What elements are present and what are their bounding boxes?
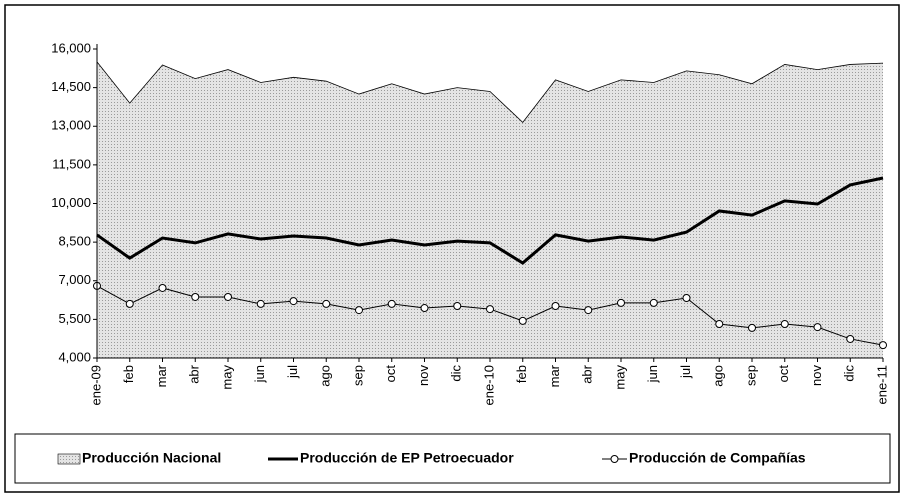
legend-swatch	[57, 453, 81, 465]
marker	[387, 299, 396, 308]
marker	[125, 299, 134, 308]
x-tick-label: sep	[350, 365, 365, 386]
x-tick-label: abr	[187, 364, 202, 383]
x-tick-label: ago	[318, 365, 333, 387]
legend-label: Producción Nacional	[82, 450, 221, 466]
marker	[420, 304, 429, 313]
x-tick-label: nov	[416, 365, 431, 386]
marker	[649, 298, 658, 307]
marker	[322, 299, 331, 308]
legend-label: Producción de Compañías	[629, 450, 806, 466]
marker	[780, 320, 789, 329]
marker	[158, 283, 167, 292]
x-tick-label: jun	[252, 365, 267, 383]
line	[96, 176, 884, 265]
legend-marker	[610, 455, 619, 463]
x-tick-label: ene-11	[874, 365, 889, 405]
x-tick-label: nov	[809, 365, 824, 386]
legend-box	[14, 433, 891, 484]
marker	[256, 299, 265, 308]
x-tick-label: feb	[514, 365, 529, 383]
marker	[715, 320, 724, 329]
x-tick-label: mar	[547, 364, 562, 387]
x-tick-label: oct	[383, 365, 398, 383]
legend-label: Producción de EP Petroecuador	[300, 450, 514, 466]
x-tick-label: sep	[743, 365, 758, 386]
marker	[551, 301, 560, 310]
marker	[682, 294, 691, 303]
area	[97, 61, 883, 358]
x-tick-label: abr	[580, 364, 595, 383]
y-tick-label: 16,000	[51, 40, 91, 55]
y-tick-label: 8,500	[58, 234, 91, 249]
x-tick-label: feb	[121, 365, 136, 383]
y-tick-label: 7,000	[58, 272, 91, 287]
marker	[748, 323, 756, 332]
marker	[191, 292, 200, 301]
y-tick-label: 10,000	[51, 195, 91, 210]
marker	[518, 316, 527, 325]
y-tick-label: 13,000	[51, 118, 91, 133]
marker	[224, 292, 232, 301]
x-tick-label: dic	[842, 365, 857, 382]
y-tick-label: 14,500	[51, 79, 91, 94]
marker	[584, 306, 593, 315]
x-tick-label: ene-10	[481, 365, 496, 405]
marker	[846, 334, 855, 343]
x-tick-label: jul	[285, 365, 300, 379]
y-tick-label: 5,500	[58, 311, 91, 326]
x-tick-label: mar	[154, 364, 169, 387]
x-tick-label: oct	[776, 365, 791, 383]
x-tick-label: jun	[645, 365, 660, 383]
x-tick-label: may	[219, 365, 234, 390]
marker	[486, 305, 494, 314]
y-tick-label: 11,500	[52, 156, 91, 171]
x-tick-label: jul	[678, 365, 693, 379]
marker	[617, 298, 625, 307]
frame	[4, 4, 900, 493]
x-tick-label: ene-09	[88, 365, 103, 405]
x-tick-label: dic	[449, 365, 464, 382]
y-tick-label: 4,000	[58, 349, 91, 364]
x-tick-label: ago	[711, 365, 726, 387]
marker	[813, 323, 822, 332]
marker	[879, 341, 887, 350]
marker	[453, 301, 462, 310]
marker	[289, 297, 298, 306]
marker	[355, 306, 363, 315]
x-tick-label: may	[612, 365, 627, 390]
area-line	[96, 61, 884, 123]
